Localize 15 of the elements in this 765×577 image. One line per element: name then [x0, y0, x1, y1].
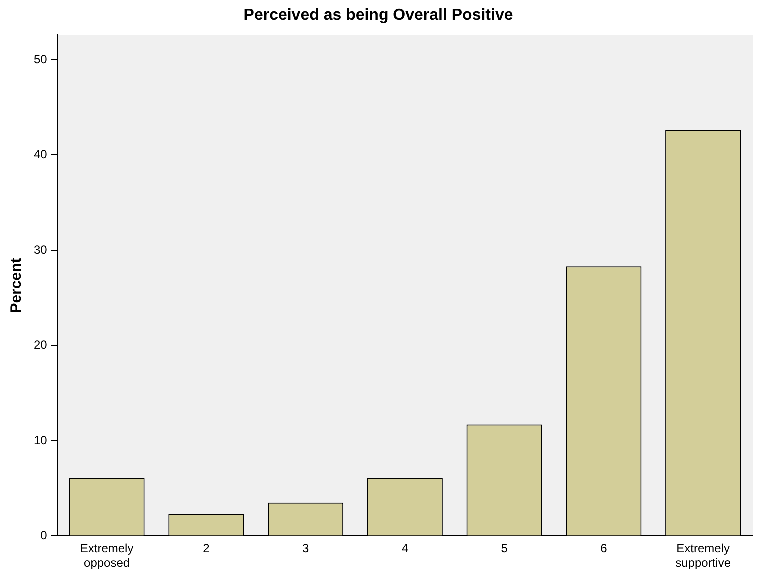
- y-tick-label: 30: [34, 242, 48, 257]
- y-tick-label: 20: [34, 338, 48, 352]
- y-tick-label: 0: [40, 528, 48, 543]
- y-tick-label: 50: [34, 52, 48, 66]
- y-tick-label: 40: [34, 148, 48, 162]
- chart-title: Perceived as being Overall Positive: [244, 7, 514, 24]
- x-tick-label: 3: [302, 542, 310, 556]
- x-tick-label: 4: [402, 542, 409, 556]
- x-tick-label: Extremely opposed: [80, 542, 134, 570]
- y-axis-title: Percent: [8, 258, 26, 314]
- x-tick-label: Extremely supportive: [676, 542, 732, 570]
- x-tick-label: 5: [501, 542, 508, 556]
- y-tick-label: 10: [34, 433, 48, 448]
- x-tick-label: 2: [203, 542, 210, 556]
- x-tick-label: 6: [600, 542, 608, 556]
